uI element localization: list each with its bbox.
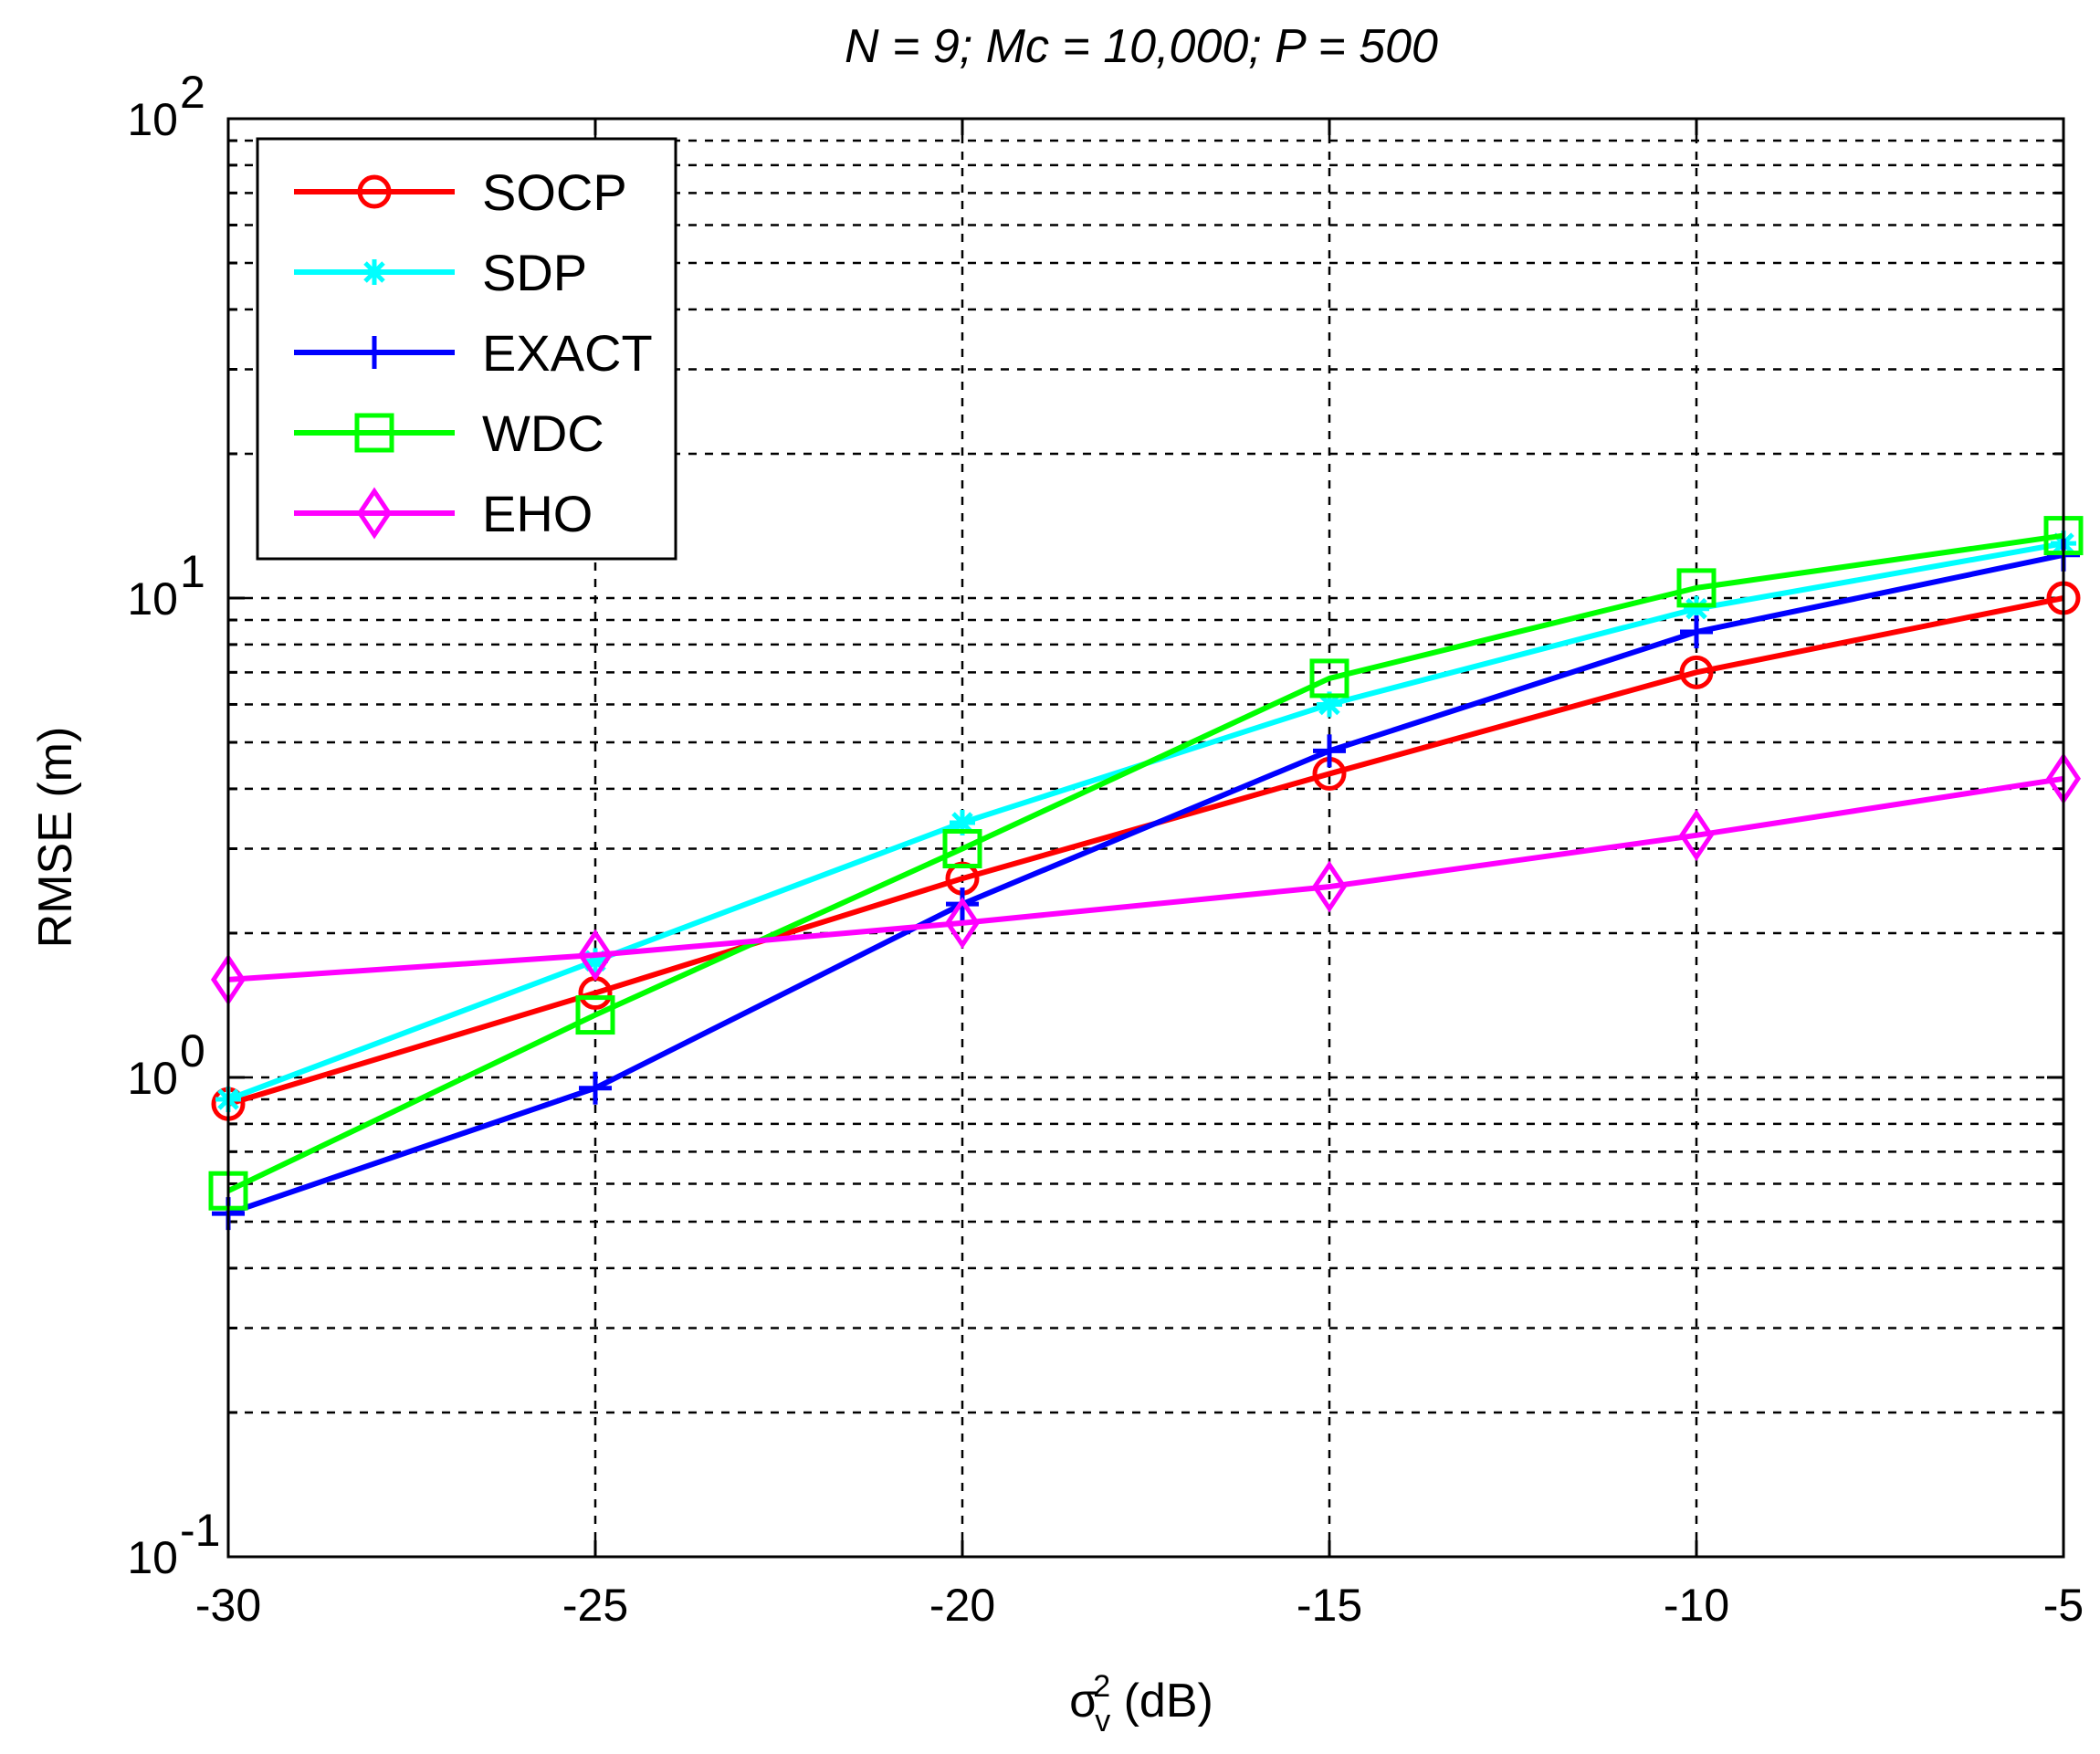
x-tick-label: -20 (929, 1580, 995, 1631)
chart-title: N = 9; Mc = 10,000; P = 500 (845, 20, 1438, 73)
series-layer (208, 516, 2084, 1231)
data-point-wdc (942, 829, 982, 869)
x-tick-label: -25 (562, 1580, 628, 1631)
y-tick-label-exponent: 0 (180, 1025, 205, 1077)
x-axis-label-sup: 2 (1093, 1669, 1110, 1704)
legend-label-socp: SOCP (482, 163, 627, 221)
x-axis-label-unit: (dB) (1110, 1675, 1213, 1728)
x-axis-label: σv2 (dB) (1069, 1669, 1213, 1738)
y-tick-label-exponent: 2 (180, 67, 205, 118)
y-axis-label: RMSE (m) (29, 727, 82, 949)
legend-entry-socp: SOCP (294, 163, 627, 221)
legend-entry-wdc: WDC (294, 404, 604, 462)
legend-label-wdc: WDC (482, 404, 604, 462)
series-line-wdc (226, 532, 2064, 1193)
legend-label-eho: EHO (482, 485, 593, 542)
data-point-exact (1313, 734, 1346, 768)
y-tick-label: 10 (127, 94, 178, 145)
y-tick-label: 10 (127, 1053, 178, 1104)
series-wdc (208, 516, 2084, 1211)
legend-entry-exact: EXACT (294, 324, 653, 382)
data-point-wdc (1676, 568, 1717, 608)
legend-entry-eho: EHO (294, 485, 593, 542)
legend-entry-sdp: SDP (294, 244, 587, 301)
x-axis-label-sub: v (1095, 1704, 1110, 1738)
data-point-eho (944, 897, 981, 950)
y-tick-label: 10 (127, 1532, 178, 1583)
legend-marker-wdc (354, 413, 394, 453)
data-point-eho (577, 929, 614, 982)
data-point-exact (579, 1071, 612, 1105)
legend-label-exact: EXACT (482, 324, 653, 382)
data-point-exact (1680, 615, 1713, 649)
x-tick-label: -15 (1297, 1580, 1362, 1631)
legend-marker-exact (358, 336, 391, 369)
legend-box (256, 137, 677, 561)
data-point-eho (1311, 860, 1348, 913)
y-tick-label-exponent: 1 (180, 546, 205, 597)
x-tick-label: -10 (1664, 1580, 1729, 1631)
series-line-eho (227, 775, 2064, 982)
y-tick-label-exponent: -1 (180, 1505, 220, 1556)
legend-marker-socp (357, 174, 392, 209)
x-tick-label: -5 (2043, 1580, 2084, 1631)
data-point-socp (1679, 655, 1714, 689)
legend: SOCP SDP EXACT WDC EHO (256, 137, 677, 561)
legend-marker-eho (356, 487, 393, 540)
x-tick-labels: -30 -25 -20 -15 -10 -5 (195, 1580, 2084, 1631)
x-axis-label-base: σ (1069, 1675, 1098, 1728)
data-point-sdp (950, 809, 975, 835)
data-point-eho (1678, 809, 1715, 862)
x-tick-label: -30 (195, 1580, 261, 1631)
legend-marker-sdp (362, 259, 387, 285)
data-point-wdc (1309, 658, 1349, 698)
series-line-exact (227, 551, 2064, 1216)
data-point-wdc (575, 995, 615, 1035)
plot-frame (226, 117, 2065, 1559)
y-tick-label: 10 (127, 573, 178, 625)
legend-label-sdp: SDP (482, 244, 587, 301)
